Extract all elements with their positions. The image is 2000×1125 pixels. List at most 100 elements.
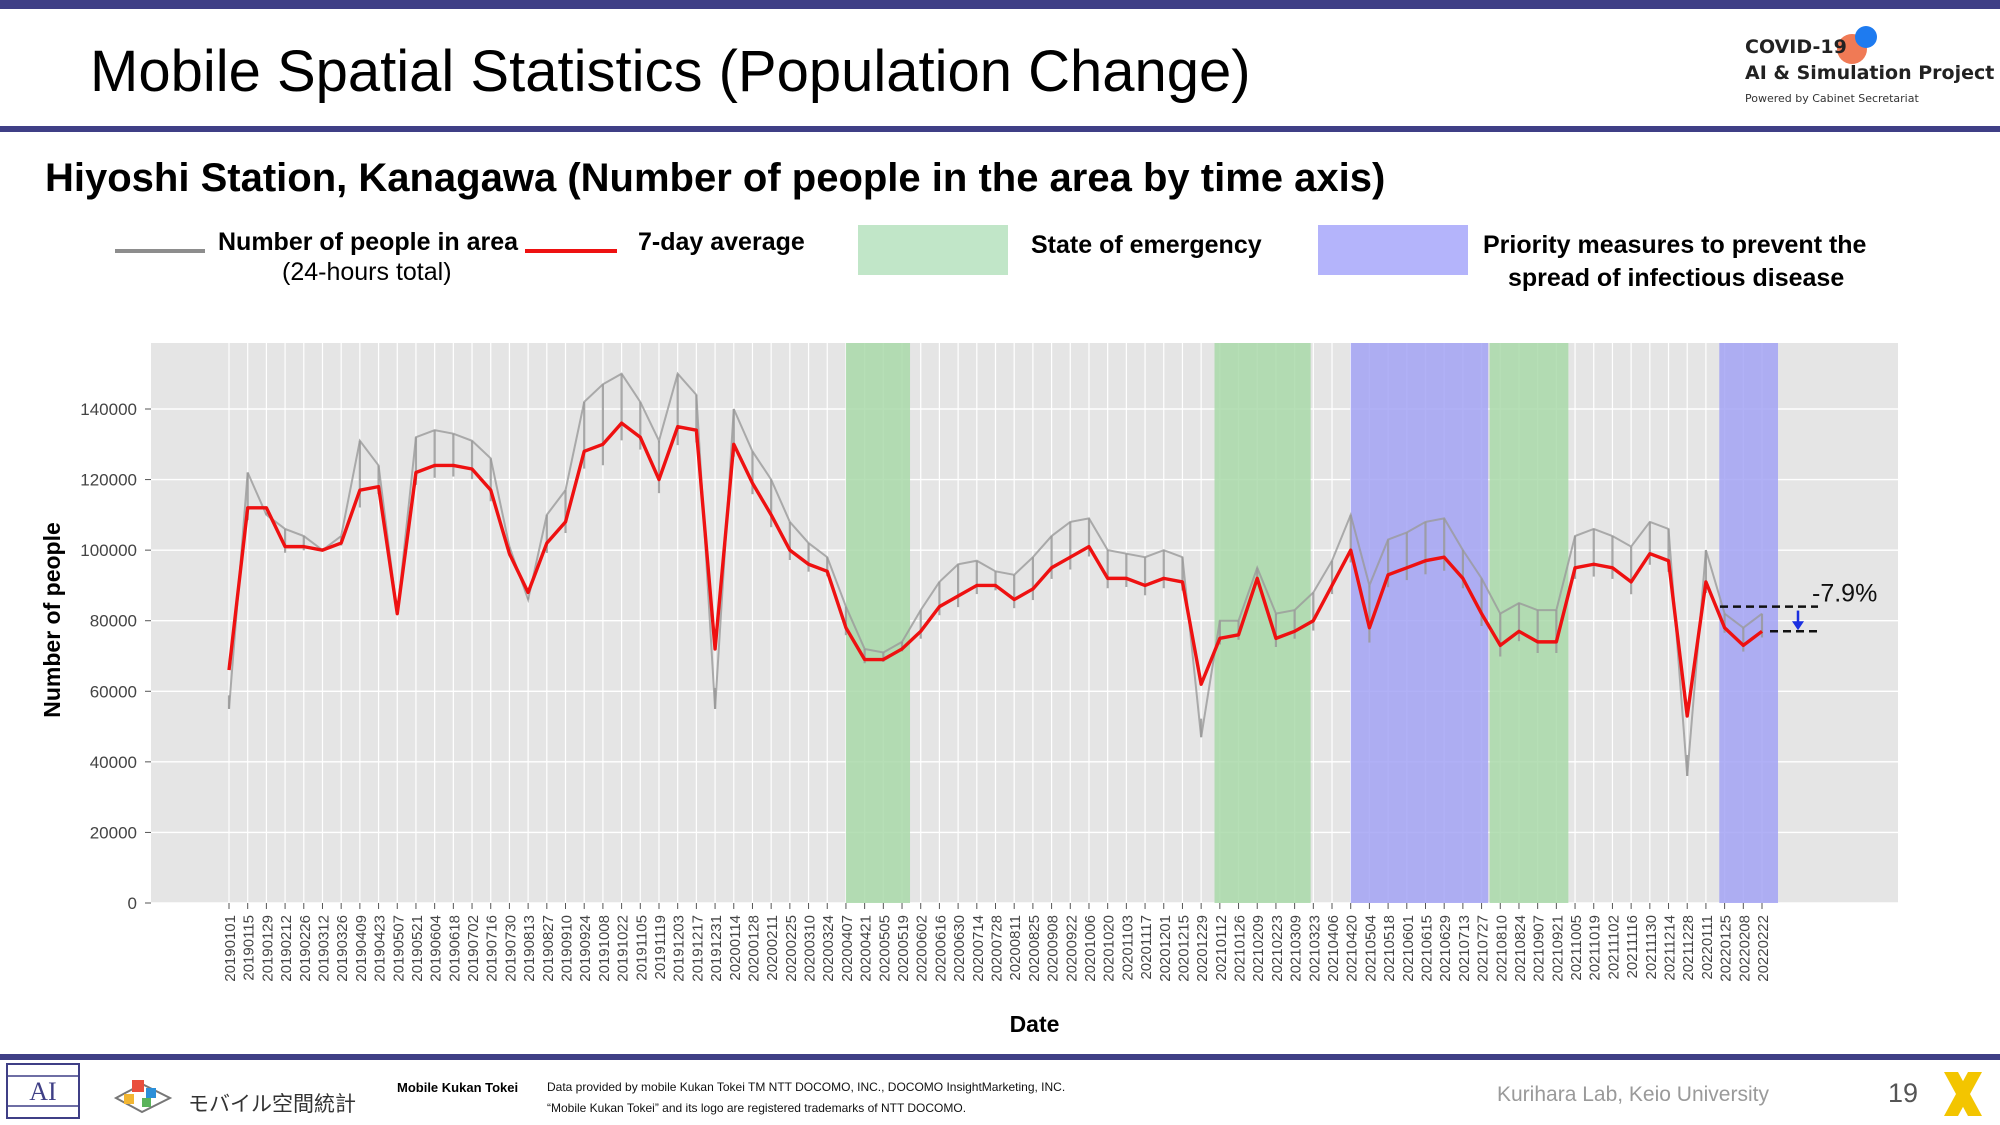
- x-tick-label: 20210223: [1269, 915, 1286, 982]
- y-axis-label: Number of people: [39, 522, 65, 718]
- x-tick-label: 20200714: [970, 915, 987, 982]
- x-tick-label: 20191105: [633, 915, 650, 981]
- x-tick-label: 20190212: [278, 915, 295, 982]
- x-tick-label: 20200211: [764, 915, 781, 981]
- x-tick-label: 20220208: [1736, 915, 1753, 982]
- x-tick-label: 20200908: [1045, 915, 1062, 982]
- x-tick-label: 20191119: [652, 915, 669, 980]
- x-tick-label: 20190827: [540, 915, 557, 982]
- footer-note-2: “Mobile Kukan Tokei” and its logo are re…: [547, 1101, 967, 1115]
- x-tick-label: 20210309: [1288, 915, 1305, 982]
- bottom-rule: [0, 1054, 2000, 1060]
- plot-background: [151, 343, 1898, 903]
- x-tick-label: 20190115: [241, 915, 258, 981]
- x-tick-label: 20210727: [1475, 915, 1492, 982]
- legend-priority-label-1: Priority measures to prevent the: [1483, 231, 1867, 259]
- legend-raw-swatch: [115, 249, 205, 253]
- legend-avg-swatch: [525, 249, 617, 253]
- x-tick-label: 20210810: [1493, 915, 1510, 982]
- x-tick-label: 20190409: [353, 915, 370, 982]
- x-tick-label: 20200114: [727, 915, 744, 981]
- y-tick-label: 60000: [90, 682, 137, 701]
- x-tick-label: 20210126: [1232, 915, 1249, 982]
- x-tick-label: 20210907: [1531, 915, 1548, 982]
- x-tick-label: 20190924: [577, 915, 594, 982]
- x-tick-label: 20201201: [1157, 915, 1174, 982]
- x-tick-label: 20190813: [521, 915, 538, 982]
- x-tick-label: 20200616: [932, 915, 949, 982]
- top-rule: [0, 0, 2000, 9]
- x-tick-label: 20200630: [951, 915, 968, 982]
- x-tick-label: 20190604: [428, 915, 445, 982]
- x-tick-label: 20210112: [1213, 915, 1230, 981]
- y-tick-label: 120000: [80, 471, 137, 490]
- footer-brand-en: Mobile Kukan Tokei: [397, 1080, 519, 1095]
- x-tick-label: 20191022: [615, 915, 632, 982]
- priority-measures-band: [1350, 343, 1489, 903]
- x-tick-label: 20210824: [1512, 915, 1529, 982]
- x-tick-label: 20210420: [1344, 915, 1361, 982]
- x-tick-label: 20200519: [895, 915, 912, 982]
- emergency-band: [845, 343, 911, 903]
- x-tick-label: 20211130: [1643, 915, 1660, 980]
- x-tick-label: 20200811: [1007, 915, 1024, 981]
- x-tick-label: 20200421: [858, 915, 875, 982]
- y-tick-label: 140000: [80, 400, 137, 419]
- page-number: 19: [1888, 1078, 1919, 1108]
- x-tick-label: 20211102: [1605, 915, 1622, 980]
- x-tick-label: 20211228: [1680, 915, 1697, 981]
- x-logo-icon: [1944, 1072, 1982, 1116]
- x-tick-label: 20190910: [559, 915, 576, 982]
- title-rule: [0, 126, 2000, 132]
- x-tick-label: 20201117: [1138, 915, 1155, 980]
- x-tick-label: 20210601: [1400, 915, 1417, 982]
- population-chart: 0 20000 40000 60000 80000 100000 120000 140000 2…: [39, 343, 1898, 1037]
- x-tick-label: 20220222: [1755, 915, 1772, 982]
- x-tick-label: 20211019: [1587, 915, 1604, 981]
- x-tick-label: 20191231: [708, 915, 725, 982]
- keio-lab-logo: AI: [6, 1063, 80, 1119]
- legend-emergency-label: State of emergency: [1031, 231, 1262, 259]
- x-tick-label: 20191203: [671, 915, 688, 982]
- y-tick-label: 20000: [90, 823, 137, 842]
- x-tick-label: 20200407: [839, 915, 856, 982]
- x-tick-label: 20201103: [1119, 915, 1136, 981]
- x-tick-label: 20211005: [1568, 915, 1585, 981]
- legend-raw-label: Number of people in area: [218, 228, 519, 256]
- logo-line-1: COVID-19: [1745, 36, 1847, 58]
- x-tick-label: 20200505: [876, 915, 893, 982]
- legend-priority-label-2: spread of infectious disease: [1508, 264, 1845, 292]
- x-tick-label: 20190507: [390, 915, 407, 982]
- x-tick-label: 20190312: [315, 915, 332, 982]
- logo-line-2: AI & Simulation Project: [1745, 62, 1995, 84]
- x-tick-label: 20200310: [802, 915, 819, 982]
- x-tick-label: 20211214: [1662, 915, 1679, 981]
- y-tick-label: 40000: [90, 753, 137, 772]
- x-tick-label: 20190423: [372, 915, 389, 982]
- chart-subtitle: Hiyoshi Station, Kanagawa (Number of peo…: [45, 156, 1386, 200]
- annotation-arrow-head: [1792, 621, 1804, 631]
- annotation-label: -7.9%: [1812, 580, 1877, 608]
- emergency-band: [1214, 343, 1311, 903]
- logo-blue-dot: [1855, 26, 1877, 48]
- x-tick-label: 20191008: [596, 915, 613, 982]
- x-tick-label: 20210713: [1456, 915, 1473, 982]
- x-tick-label: 20210504: [1362, 915, 1379, 982]
- x-tick-label: 20200825: [1026, 915, 1043, 982]
- x-tick-label: 20200128: [745, 915, 762, 982]
- x-tick-label: 20220111: [1699, 915, 1716, 980]
- x-tick-label: 20200602: [914, 915, 931, 982]
- x-tick-label: 20190326: [334, 915, 351, 982]
- svg-text:AI: AI: [29, 1077, 56, 1106]
- x-tick-label: 20201006: [1082, 915, 1099, 982]
- x-tick-label: 20201215: [1175, 915, 1192, 982]
- y-tick-label: 0: [128, 894, 137, 913]
- x-tick-label: 20190702: [465, 915, 482, 982]
- legend-raw-sublabel: (24-hours total): [282, 258, 452, 286]
- legend-avg-label: 7-day average: [638, 228, 805, 256]
- y-tick-label: 80000: [90, 612, 137, 631]
- mobile-kukan-logo-icon: [113, 1080, 173, 1114]
- x-tick-label: 20190521: [409, 915, 426, 982]
- x-tick-label: 20200324: [820, 915, 837, 982]
- x-tick-label: 20191217: [689, 915, 706, 982]
